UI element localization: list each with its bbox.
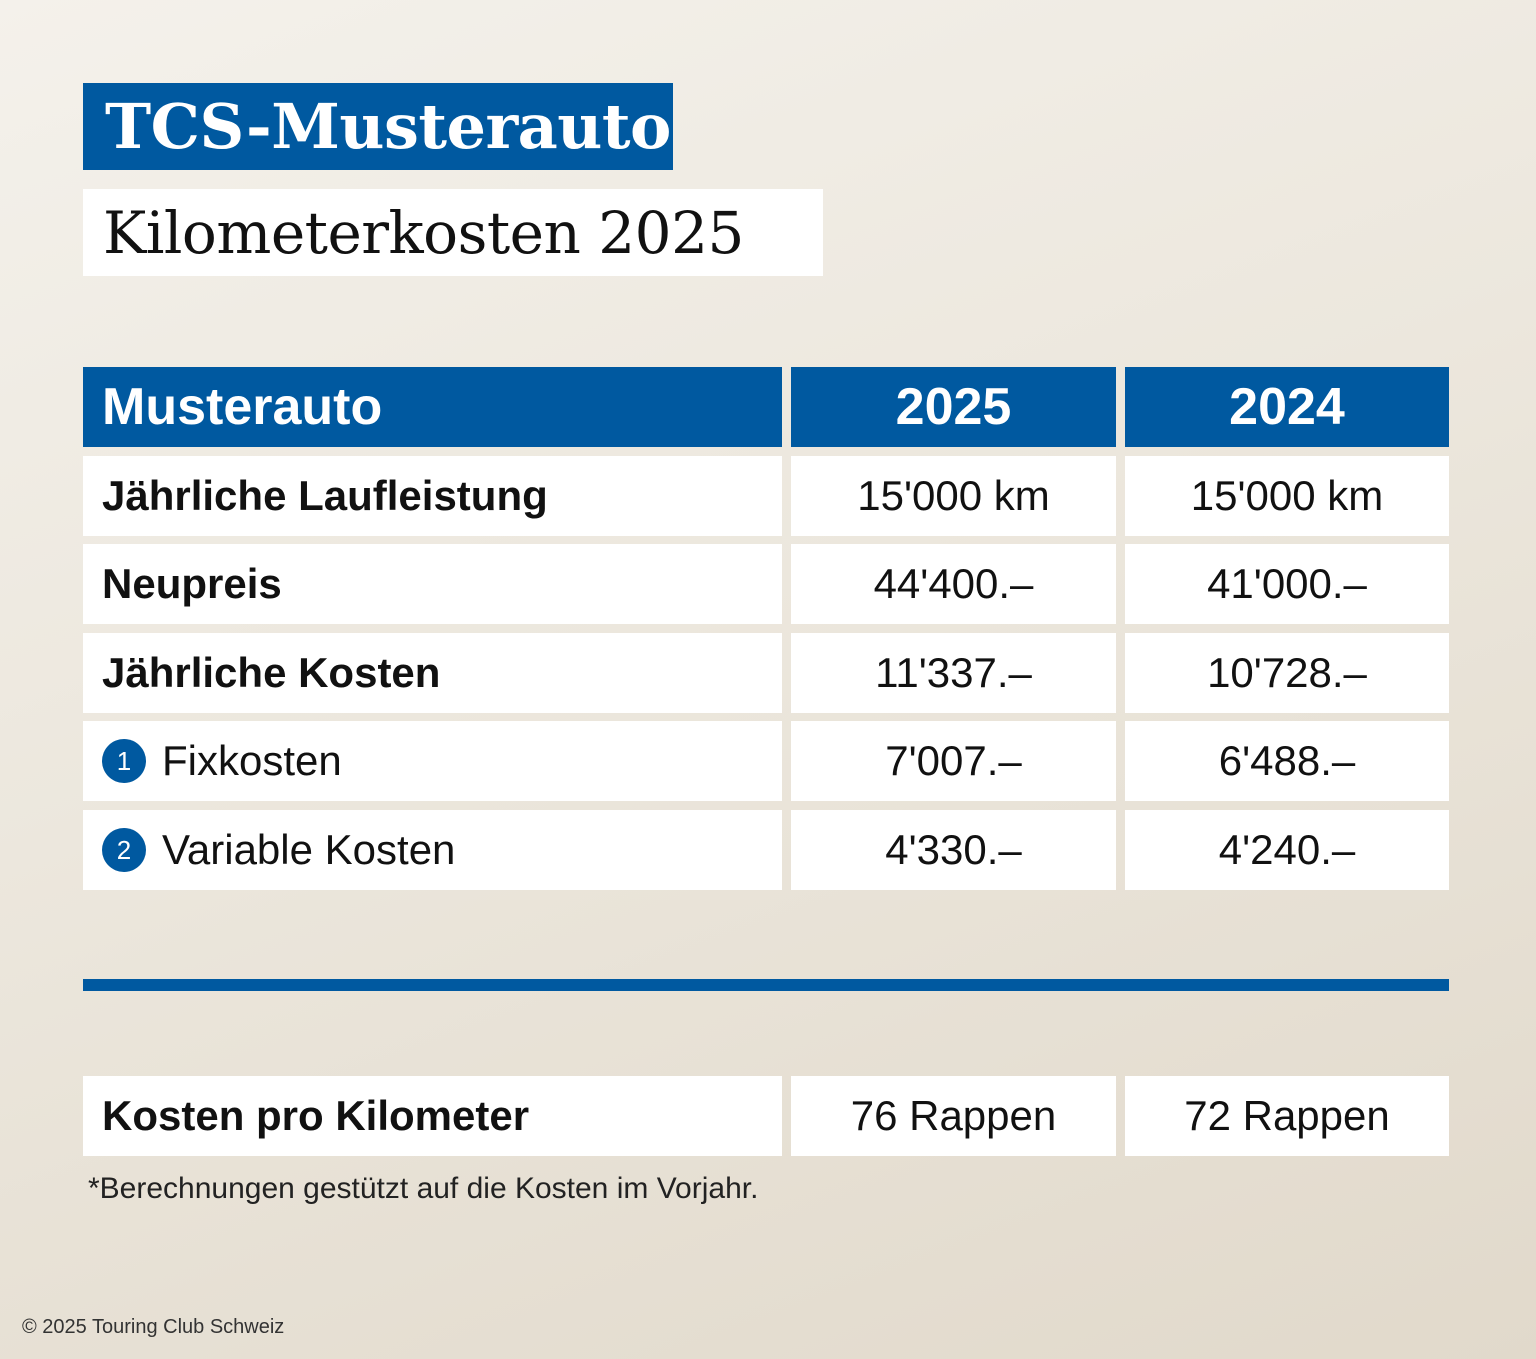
row-value-2025-variable-kosten: 4'330.– [791, 810, 1116, 890]
row-value-2024-fixkosten: 6'488.– [1125, 721, 1449, 801]
row-label-neupreis: Neupreis [83, 544, 782, 624]
row-value-2025-neupreis: 44'400.– [791, 544, 1116, 624]
page-subtitle: Kilometerkosten 2025 [83, 189, 823, 276]
row-label-jaehrliche-kosten: Jährliche Kosten [83, 633, 782, 713]
row-label-fixkosten: Fixkosten [162, 737, 342, 784]
summary-value-2024: 72 Rappen [1125, 1076, 1449, 1156]
summary-label: Kosten pro Kilometer [83, 1076, 782, 1156]
footnote: *Berechnungen gestützt auf die Kosten im… [88, 1172, 759, 1205]
row-label-laufleistung: Jährliche Laufleistung [83, 456, 782, 536]
row-value-2024-laufleistung: 15'000 km [1125, 456, 1449, 536]
table-header-2024: 2024 [1125, 367, 1449, 447]
number-badge-2: 2 [102, 828, 146, 872]
section-divider [83, 979, 1449, 991]
page-title: TCS-Musterauto [83, 83, 673, 170]
row-value-2025-jaehrliche-kosten: 11'337.– [791, 633, 1116, 713]
row-value-2024-variable-kosten: 4'240.– [1125, 810, 1449, 890]
summary-value-2025: 76 Rappen [791, 1076, 1116, 1156]
table-header-2025: 2025 [791, 367, 1116, 447]
number-badge-1: 1 [102, 739, 146, 783]
row-value-2024-neupreis: 41'000.– [1125, 544, 1449, 624]
row-value-2024-jaehrliche-kosten: 10'728.– [1125, 633, 1449, 713]
table-header-label: Musterauto [83, 367, 782, 447]
row-variable-kosten: 2 Variable Kosten [83, 810, 782, 890]
row-label-variable-kosten: Variable Kosten [162, 826, 456, 873]
row-fixkosten: 1 Fixkosten [83, 721, 782, 801]
copyright: © 2025 Touring Club Schweiz [22, 1316, 285, 1338]
row-value-2025-fixkosten: 7'007.– [791, 721, 1116, 801]
row-value-2025-laufleistung: 15'000 km [791, 456, 1116, 536]
